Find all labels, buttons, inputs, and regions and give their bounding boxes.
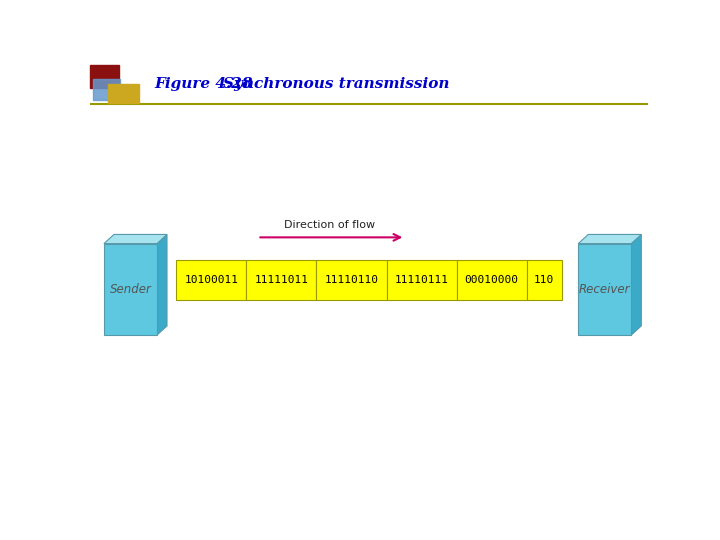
Bar [526,260,562,300]
Text: Receiver: Receiver [579,283,631,296]
Bar [317,260,387,300]
Bar [93,79,120,100]
Text: 11110110: 11110110 [325,275,379,285]
Text: 00010000: 00010000 [464,275,518,285]
Polygon shape [104,234,167,244]
Polygon shape [631,234,642,335]
Text: 10100011: 10100011 [184,275,238,285]
Bar [176,260,246,300]
Text: 11111011: 11111011 [254,275,308,285]
Text: 11110111: 11110111 [395,275,449,285]
Text: Direction of flow: Direction of flow [284,220,376,230]
Polygon shape [157,234,167,335]
Bar [578,244,631,335]
Bar [456,260,526,300]
Polygon shape [578,234,642,244]
Text: Sender: Sender [109,283,151,296]
Bar [108,84,138,103]
Bar [246,260,317,300]
Bar [387,260,456,300]
Bar [90,65,119,87]
Text: Figure 4.28: Figure 4.28 [154,77,253,91]
Text: 110: 110 [534,275,554,285]
Bar [104,244,157,335]
Text: Synchronous transmission: Synchronous transmission [202,77,449,91]
